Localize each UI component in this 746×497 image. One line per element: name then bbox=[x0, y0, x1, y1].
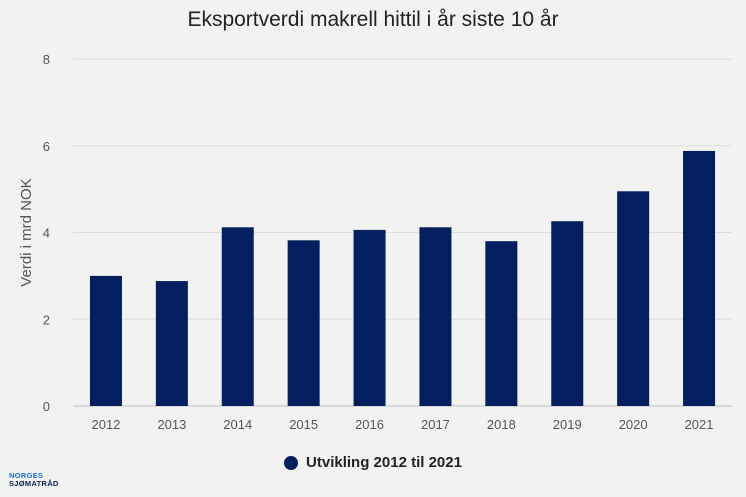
x-tick-label: 2021 bbox=[685, 417, 714, 432]
chart-title: Eksportverdi makrell hittil i år siste 1… bbox=[187, 8, 559, 31]
bar-2015 bbox=[287, 240, 320, 406]
bar-2019 bbox=[551, 221, 584, 406]
y-axis-label: Verdi i mrd NOK bbox=[18, 178, 35, 286]
logo-line1: NORGES bbox=[9, 471, 44, 480]
bar-2012 bbox=[89, 275, 122, 406]
bar-2016 bbox=[353, 229, 386, 406]
y-tick-label: 6 bbox=[43, 139, 50, 154]
x-tick-label: 2015 bbox=[289, 417, 318, 432]
y-tick-label: 4 bbox=[43, 226, 50, 241]
x-tick-label: 2020 bbox=[619, 417, 648, 432]
y-tick-label: 8 bbox=[43, 52, 50, 67]
logo: NORGES SJØMATRÅD bbox=[9, 472, 59, 488]
legend-label: Utvikling 2012 til 2021 bbox=[306, 454, 462, 471]
legend-marker bbox=[284, 455, 299, 470]
bar-2013 bbox=[155, 281, 188, 406]
bar-2017 bbox=[419, 227, 452, 406]
x-tick-label: 2013 bbox=[157, 417, 186, 432]
bar-2018 bbox=[485, 241, 518, 406]
bar-2020 bbox=[617, 191, 650, 406]
x-tick-label: 2014 bbox=[223, 417, 252, 432]
x-tick-label: 2018 bbox=[487, 417, 516, 432]
y-tick-label: 0 bbox=[43, 399, 50, 414]
bar-2021 bbox=[683, 150, 716, 406]
legend[interactable]: Utvikling 2012 til 2021 bbox=[0, 454, 746, 471]
logo-line2: SJØMATRÅD bbox=[9, 479, 59, 488]
y-tick-label: 2 bbox=[43, 312, 50, 327]
x-tick-label: 2012 bbox=[91, 417, 120, 432]
x-tick-label: 2017 bbox=[421, 417, 450, 432]
bar-2014 bbox=[221, 227, 254, 406]
x-tick-label: 2019 bbox=[553, 417, 582, 432]
x-tick-label: 2016 bbox=[355, 417, 384, 432]
